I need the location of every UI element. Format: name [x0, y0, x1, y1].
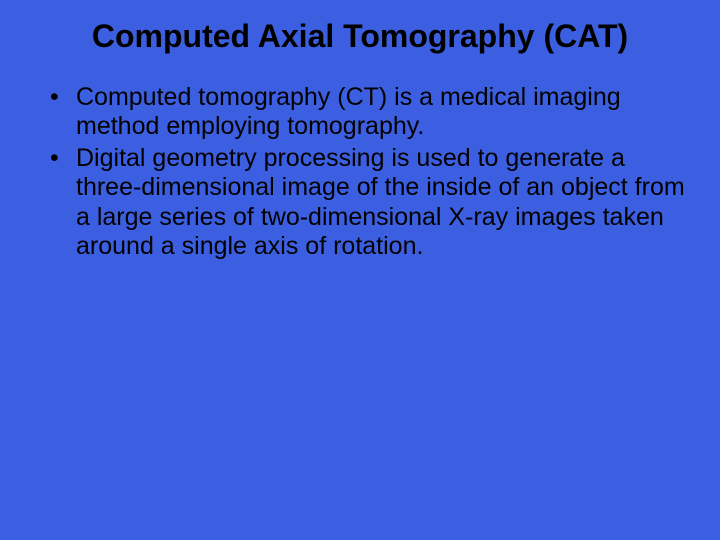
slide-title: Computed Axial Tomography (CAT) [70, 18, 650, 55]
slide-body: Computed tomography (CT) is a medical im… [44, 83, 690, 262]
list-item: Digital geometry processing is used to g… [44, 144, 690, 262]
slide: Computed Axial Tomography (CAT) Computed… [0, 0, 720, 540]
bullet-list: Computed tomography (CT) is a medical im… [44, 83, 690, 262]
list-item: Computed tomography (CT) is a medical im… [44, 83, 690, 142]
